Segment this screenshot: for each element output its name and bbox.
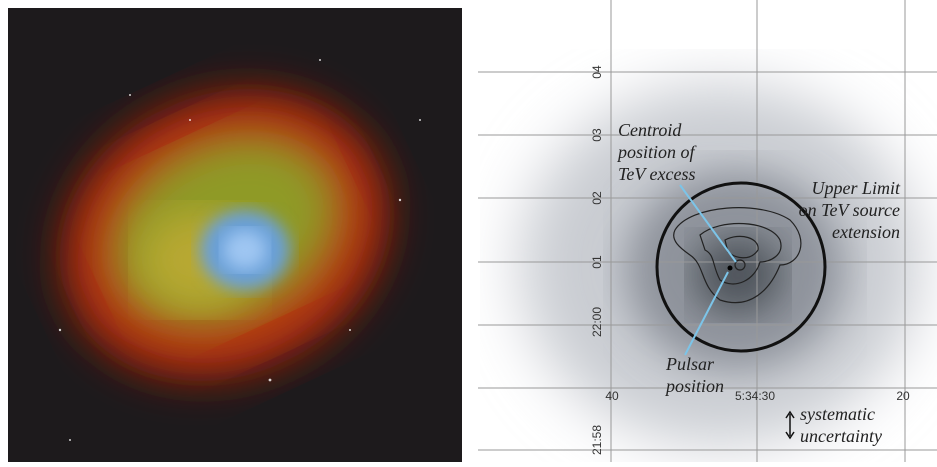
x-label: 40 [605,389,619,403]
annotation: Upper Limit [811,178,901,198]
annotation: extension [832,222,900,242]
annotation: Centroid [618,120,682,140]
y-label: 04 [590,65,604,79]
y-label: 22:00 [590,307,604,337]
figure: 0403020122:0021:58405:34:3020Centroidpos… [0,0,937,462]
y-label: 03 [590,128,604,142]
y-label: 02 [590,191,604,205]
annotation: position of [616,142,698,162]
annotation: TeV excess [618,164,695,184]
x-label: 20 [896,389,910,403]
nebula-image [8,8,462,462]
annotation: position [664,376,724,396]
y-label: 21:58 [590,425,604,455]
x-label: 5:34:30 [735,389,775,403]
annotation: systematic [800,404,875,424]
annotation: on TeV source [799,200,900,220]
annotation: Pulsar [665,354,715,374]
y-label: 01 [590,255,604,269]
annotation: uncertainty [800,426,882,446]
